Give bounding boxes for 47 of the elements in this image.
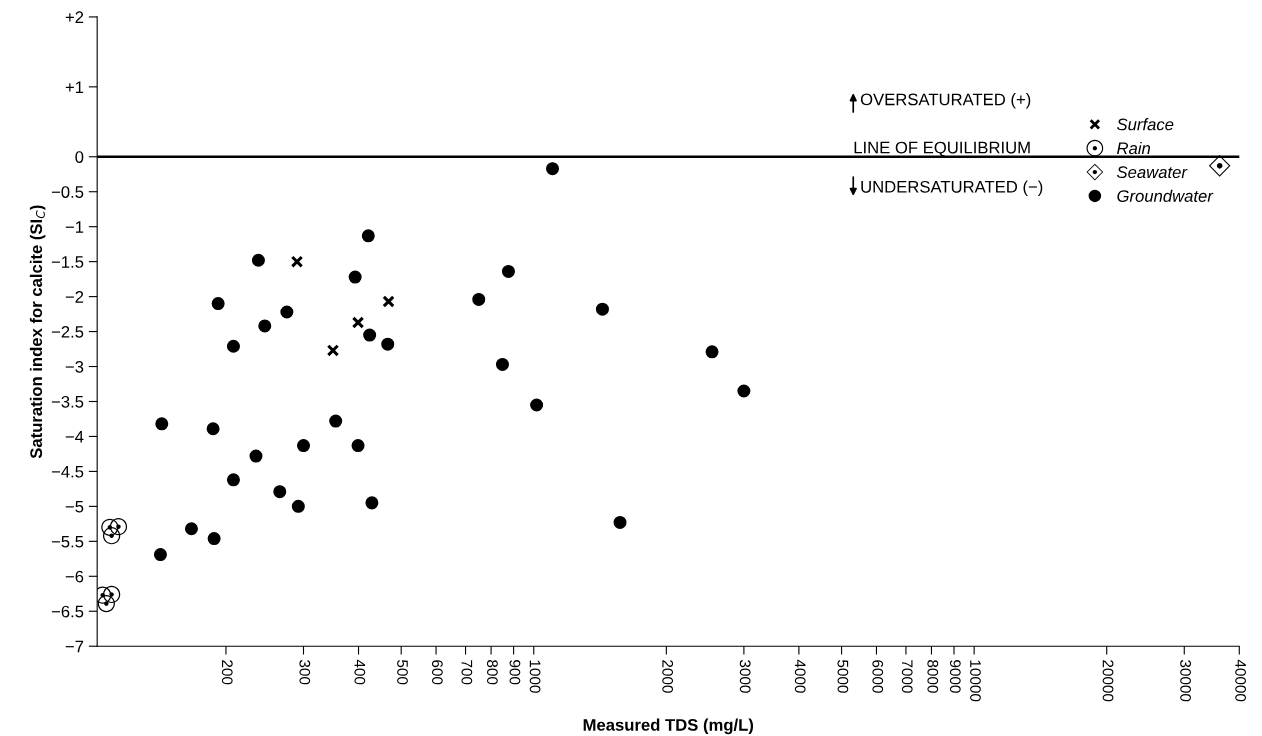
y-axis-title: Saturation index for calcite (SI$_{C}$) — [29, 205, 46, 459]
y-tick-label: 0 — [75, 151, 84, 163]
x-tick-label: 10000 — [970, 660, 981, 702]
annotation: OVERSATURATED (+) — [860, 93, 1031, 109]
legend-label: Seawater — [1117, 166, 1188, 179]
x-tick-label: 900 — [509, 660, 521, 685]
y-tick-label: −2.5 — [51, 325, 84, 338]
y-tick-label: −7 — [65, 640, 84, 653]
x-tick-label: 5000 — [837, 660, 849, 693]
x-tick-label: 40000 — [1235, 659, 1246, 702]
x-tick-label: 4000 — [794, 659, 806, 693]
x-tick-label: 7000 — [901, 660, 913, 693]
y-tick-label: −4.5 — [51, 465, 84, 478]
x-tick-label: 600 — [431, 660, 443, 685]
x-axis-title: Measured TDS (mg/L) — [583, 718, 754, 735]
x-tick-label: 400 — [354, 659, 366, 685]
y-tick-label: −3 — [65, 360, 84, 373]
ref-line-label: LINE OF EQUILIBRIUM — [854, 141, 1030, 157]
x-tick-label: 20000 — [1102, 660, 1114, 702]
x-tick-label: 8000 — [927, 660, 939, 693]
x-tick-label: 2000 — [662, 660, 674, 693]
x-tick-label: 800 — [486, 660, 498, 685]
y-tick-label: −1.5 — [51, 256, 84, 268]
x-tick-label: 500 — [397, 660, 408, 685]
y-tick-label: −4 — [65, 431, 84, 443]
y-tick-label: +1 — [65, 81, 84, 93]
y-tick-label: −6 — [65, 570, 84, 583]
x-tick-label: 300 — [299, 659, 311, 685]
y-tick-label: −2 — [65, 291, 84, 303]
legend-label: Surface — [1117, 118, 1174, 131]
y-tick-label: −1 — [65, 221, 84, 233]
x-tick-label: 3000 — [739, 659, 751, 693]
annotation: UNDERSATURATED (−) — [861, 180, 1043, 196]
legend-label: Rain — [1117, 141, 1151, 155]
x-tick-label: 1000 — [529, 660, 541, 693]
legend-label: Groundwater — [1117, 189, 1214, 202]
x-tick-label: 30000 — [1180, 659, 1191, 702]
x-tick-label: 700 — [461, 660, 473, 685]
y-tick-label: −5 — [65, 500, 84, 513]
x-tick-label: 9000 — [949, 660, 961, 693]
x-tick-label: 6000 — [872, 660, 884, 693]
y-tick-label: −0.5 — [51, 186, 84, 198]
y-tick-label: −6.5 — [51, 605, 84, 618]
y-tick-label: −3.5 — [51, 395, 84, 408]
y-tick-label: −5.5 — [51, 535, 84, 548]
y-tick-label: +2 — [65, 11, 84, 23]
x-tick-label: 200 — [221, 660, 233, 685]
